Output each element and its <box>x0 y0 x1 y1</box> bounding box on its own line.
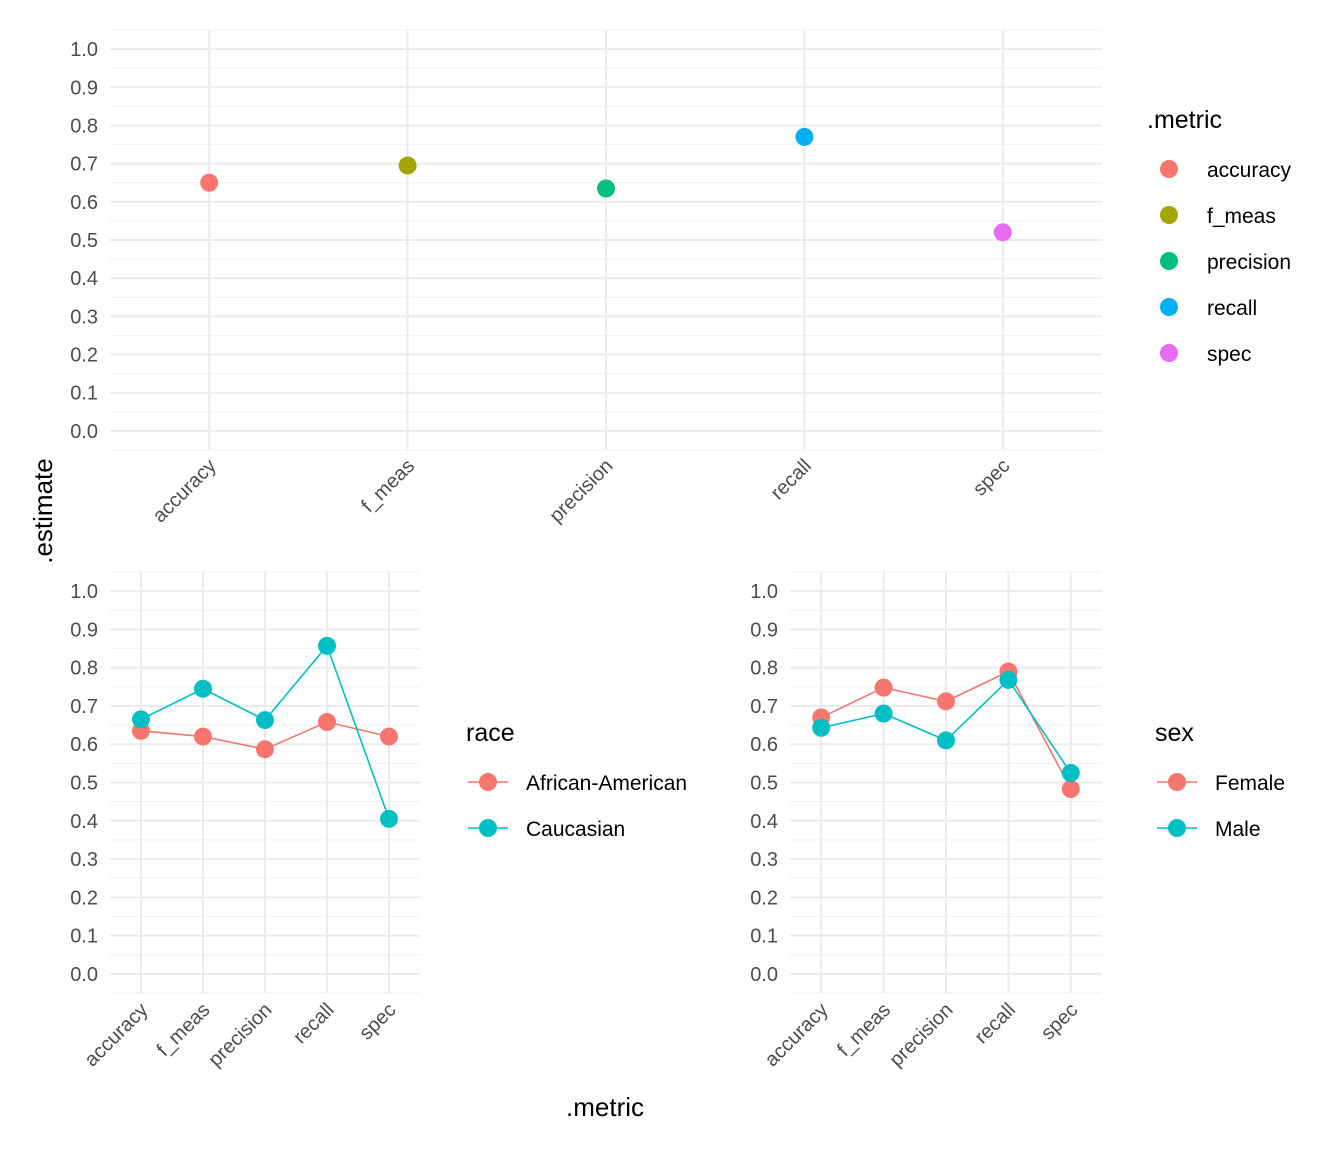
legend-title: race <box>466 719 515 747</box>
y-tick-label: 0.8 <box>70 658 98 680</box>
data-point <box>937 692 955 711</box>
data-point <box>256 711 274 730</box>
legend-key-point <box>1168 773 1186 791</box>
chart-panel-race: 0.0 0.1 0.2 0.3 0.4 0.5 0.6 0.7 0.8 0.9 1.0 accurac… <box>70 571 687 1071</box>
y-tick-label: 0.8 <box>70 115 98 137</box>
chart-panel-sex: 0.0 0.1 0.2 0.3 0.4 0.5 0.6 0.7 0.8 0.9 1.0 accurac… <box>750 571 1285 1071</box>
y-tick-label: 0.4 <box>70 268 98 290</box>
legend-key-accuracy <box>1160 160 1178 178</box>
x-tick-label: recall <box>289 999 338 1048</box>
x-tick-label: spec <box>1037 999 1082 1044</box>
x-tick-label: spec <box>355 999 400 1044</box>
x-tick-label: recall <box>971 999 1020 1048</box>
data-point-precision <box>597 179 615 198</box>
x-tick-label: f_meas <box>153 999 215 1061</box>
y-tick-label: 0.0 <box>70 421 98 443</box>
y-tick-label: 0.6 <box>750 734 778 756</box>
y-tick-label: 1.0 <box>70 581 98 603</box>
data-point-spec <box>993 223 1012 242</box>
y-tick-label: 0.3 <box>70 849 98 871</box>
y-tick-label: 0.2 <box>70 887 98 909</box>
legend-title: .metric <box>1147 106 1222 134</box>
y-tick-label: 0.0 <box>70 964 98 986</box>
y-tick-label: 0.2 <box>70 345 98 367</box>
data-point <box>380 809 398 828</box>
legend-label: f_meas <box>1207 205 1276 228</box>
legend-key-spec <box>1160 344 1178 362</box>
y-tick-label: 0.9 <box>70 77 98 99</box>
legend-label: accuracy <box>1207 159 1292 182</box>
legend-key-point <box>479 819 497 837</box>
data-point <box>874 704 893 723</box>
data-point <box>937 731 955 750</box>
data-point-f_meas <box>398 156 417 175</box>
y-tick-label: 0.7 <box>750 696 778 718</box>
y-tick-label: 0.7 <box>70 696 98 718</box>
y-tick-label: 0.5 <box>70 230 98 252</box>
y-tick-label: 0.6 <box>70 734 98 756</box>
legend-key-recall <box>1160 298 1178 316</box>
data-point <box>318 713 336 732</box>
legend-title: sex <box>1155 719 1194 747</box>
y-tick-label: 0.8 <box>750 658 778 680</box>
data-point <box>1061 780 1080 799</box>
x-tick-label: spec <box>969 455 1014 500</box>
x-tick-label: precision <box>885 999 957 1071</box>
legend-label: African-American <box>526 772 687 795</box>
legend-label: Male <box>1215 818 1261 841</box>
data-point <box>812 718 831 737</box>
y-tick-label: 0.0 <box>750 964 778 986</box>
y-tick-label: 0.3 <box>750 849 778 871</box>
data-point <box>194 727 212 746</box>
y-tick-label: 0.1 <box>70 926 98 948</box>
y-tick-label: 0.9 <box>70 619 98 641</box>
y-tick-label: 0.5 <box>70 773 98 795</box>
x-tick-label: accuracy <box>80 999 152 1071</box>
legend-key-f_meas <box>1160 206 1178 224</box>
legend-key-point <box>479 773 497 791</box>
data-point <box>132 710 150 729</box>
y-axis-title: .estimate <box>28 458 58 564</box>
x-axis-title: .metric <box>566 1092 644 1122</box>
data-point <box>194 679 212 698</box>
legend-label: Female <box>1215 772 1285 795</box>
data-point <box>256 740 274 759</box>
data-point <box>999 670 1018 689</box>
legend-label: Caucasian <box>526 818 625 841</box>
y-tick-label: 0.3 <box>70 306 98 328</box>
y-tick-label: 0.6 <box>70 192 98 214</box>
data-point-recall <box>795 127 814 146</box>
y-tick-label: 0.9 <box>750 619 778 641</box>
y-tick-label: 1.0 <box>750 581 778 603</box>
data-point <box>874 678 893 697</box>
chart-panel-overall: 0.0 0.1 0.2 0.3 0.4 0.5 0.6 0.7 0.8 0.9 1.0 accurac… <box>70 29 1292 527</box>
data-point-accuracy <box>200 173 219 192</box>
data-point <box>318 636 336 655</box>
y-tick-label: 0.4 <box>70 811 98 833</box>
legend-label: recall <box>1207 297 1257 320</box>
x-tick-label: accuracy <box>149 455 221 527</box>
x-tick-label: accuracy <box>761 999 833 1071</box>
legend-key-point <box>1168 819 1186 837</box>
legend-key-precision <box>1160 252 1178 270</box>
x-tick-label: precision <box>545 455 617 527</box>
x-tick-label: precision <box>204 999 276 1071</box>
y-tick-label: 0.5 <box>750 773 778 795</box>
y-tick-label: 0.1 <box>750 926 778 948</box>
y-tick-label: 0.1 <box>70 383 98 405</box>
data-point <box>1061 763 1080 782</box>
y-tick-label: 1.0 <box>70 39 98 61</box>
data-point <box>380 727 398 746</box>
y-tick-label: 0.2 <box>750 887 778 909</box>
x-tick-label: f_meas <box>357 455 419 517</box>
x-tick-label: recall <box>767 455 816 504</box>
legend-label: spec <box>1207 343 1251 366</box>
y-tick-label: 0.4 <box>750 811 778 833</box>
x-tick-label: f_meas <box>833 999 895 1061</box>
y-tick-label: 0.7 <box>70 154 98 176</box>
legend-label: precision <box>1207 251 1291 274</box>
